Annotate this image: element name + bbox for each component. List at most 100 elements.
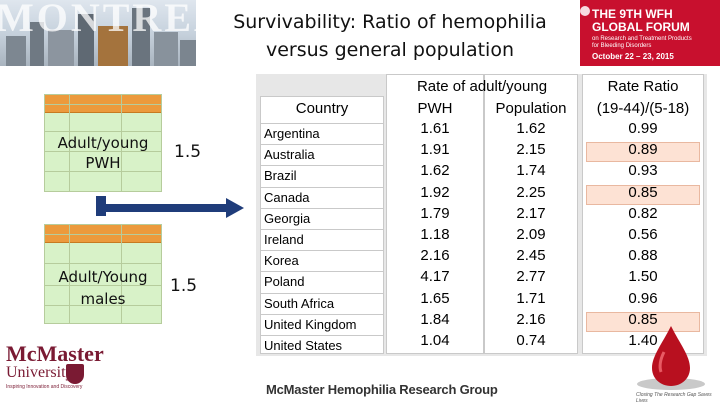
ratio-cell: 0.85 [628, 310, 658, 328]
research-group-name: McMaster Hemophilia Research Group [266, 382, 498, 397]
survivability-table: Rate of adult/young Rate Ratio Country P… [256, 74, 707, 356]
header-population: Population [495, 100, 567, 117]
ratio-column [582, 74, 704, 354]
grid-box-pwh: Adult/young PWH [44, 94, 162, 192]
row-divider [260, 335, 384, 336]
row-divider [260, 186, 384, 188]
pop-cell: 2.45 [516, 247, 546, 265]
grid-line [69, 225, 70, 323]
box2-value: 1.5 [170, 276, 198, 296]
org-line-2: University [6, 364, 74, 381]
pop-cell: 1.62 [516, 120, 546, 137]
header-rate-ratio: Rate Ratio [607, 78, 679, 95]
ratio-cell: 0.99 [628, 120, 658, 137]
building-shape [98, 26, 128, 66]
building-shape [78, 14, 94, 66]
pwh-cell: 1.91 [420, 141, 450, 159]
grid-line [121, 95, 122, 191]
grid-line [45, 151, 161, 152]
grid-line [45, 285, 161, 286]
pop-cell: 2.17 [516, 204, 546, 222]
ratio-cell: 0.56 [628, 226, 658, 243]
banner-city-word: MONTREAL [0, 0, 196, 40]
mcmaster-logo: McMaster University Inspiring Innovation… [6, 343, 104, 391]
ratio-cell: 0.93 [628, 162, 658, 180]
arrow-right-icon [226, 198, 244, 218]
pop-cell: 2.09 [516, 226, 546, 243]
country-cell: United Kingdom [264, 316, 357, 332]
pwh-cell: 1.04 [420, 332, 450, 349]
country-cell: Georgia [264, 210, 311, 226]
box2-line-2: males [80, 290, 126, 308]
grid-line [45, 171, 161, 172]
grid-line [45, 305, 161, 306]
pop-cell: 2.25 [516, 183, 546, 201]
country-cell: Argentina [264, 126, 320, 141]
ratio-cell: 1.50 [628, 268, 658, 286]
grid-line [45, 131, 161, 132]
row-divider [260, 292, 384, 294]
box1-line-1: Adult/young [57, 134, 149, 152]
country-cell: Ireland [264, 232, 304, 247]
ratio-highlight [586, 184, 700, 205]
country-cell: Korea [264, 253, 299, 269]
building-shape [154, 32, 178, 66]
header-pwh: PWH [417, 100, 453, 117]
wfh-forum-logo: THE 9TH WFH GLOBAL FORUM on Research and… [580, 0, 720, 66]
pwh-cell: 1.92 [420, 183, 450, 201]
pwh-cell: 4.17 [420, 268, 450, 286]
pwh-cell: 2.16 [420, 247, 450, 265]
building-shape [30, 22, 44, 66]
pwh-cell: 1.84 [420, 310, 450, 328]
logo-line-1: THE 9TH WFH [592, 7, 673, 21]
grid-line [45, 263, 161, 264]
grid-box-males: Adult/Young males [44, 224, 162, 324]
row-divider [260, 207, 384, 209]
country-cell: Australia [264, 147, 315, 163]
country-column [260, 96, 384, 354]
country-cell: United States [264, 338, 343, 353]
pwh-cell: 1.65 [420, 289, 450, 307]
pwh-cell: 1.18 [420, 226, 450, 243]
row-divider [260, 271, 384, 273]
building-shape [6, 36, 26, 66]
montreal-banner: MONTREAL [0, 0, 196, 66]
grid-line [45, 234, 161, 235]
logo-line-3a: on Research and Treatment Products [592, 36, 692, 42]
ratio-cell: 0.89 [628, 141, 658, 159]
grid-line [69, 95, 70, 191]
pop-cell: 1.71 [516, 289, 546, 307]
country-cell: Poland [264, 274, 305, 290]
pwh-cell: 1.61 [420, 120, 450, 137]
pop-cell: 2.15 [516, 141, 546, 159]
row-divider [260, 250, 384, 252]
slide-title: Survivability: Ratio of hemophilia versu… [200, 8, 580, 64]
country-cell: South Africa [264, 295, 335, 311]
header-country: Country [295, 100, 349, 117]
building-shape [180, 40, 196, 66]
pop-cell: 2.16 [516, 310, 546, 328]
ratio-cell: 1.40 [628, 332, 658, 349]
logo-line-2: GLOBAL FORUM [592, 20, 690, 34]
title-line-2: versus general population [266, 39, 514, 61]
header-rate-group: Rate of adult/young [416, 78, 548, 95]
country-cell: Brazil [264, 168, 297, 184]
ratio-highlight [586, 142, 700, 163]
pop-cell: 1.74 [516, 162, 546, 180]
row-divider [260, 229, 384, 230]
ratio-cell: 0.82 [628, 204, 658, 222]
header-ratio-range: (19-44)/(5-18) [596, 100, 690, 117]
box2-line-1: Adult/Young [58, 268, 148, 286]
population-column [484, 74, 578, 354]
box1-value: 1.5 [174, 142, 202, 162]
pop-cell: 2.77 [516, 268, 546, 286]
pop-cell: 0.74 [516, 332, 546, 349]
ratio-cell: 0.88 [628, 247, 658, 265]
title-line-1: Survivability: Ratio of hemophilia [233, 11, 547, 33]
logo-date: October 22 – 23, 2015 [592, 52, 674, 61]
grid-line [45, 104, 161, 105]
row-divider [260, 123, 384, 124]
org-tagline: Inspiring Innovation and Discovery [6, 384, 83, 390]
ratio-cell: 0.85 [628, 183, 658, 201]
country-cell: Canada [264, 189, 310, 205]
